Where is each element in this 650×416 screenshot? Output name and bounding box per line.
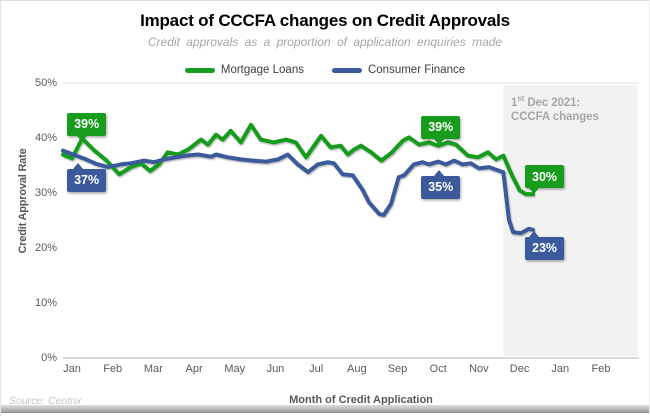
legend-item-consumer-finance: Consumer Finance	[331, 64, 466, 76]
callout-pointer-icon	[529, 230, 540, 237]
data-label-consumer-finance: 35%	[421, 169, 461, 199]
data-label-mortgage-loans: 39%	[421, 115, 461, 145]
data-label-mortgage-loans: 30%	[525, 165, 565, 195]
x-tick-label: Apr2021	[185, 363, 203, 375]
x-tick-label: Jan2022	[551, 363, 570, 375]
window-bottom-edge	[1, 405, 649, 413]
callout-pointer-icon	[77, 135, 88, 142]
y-tick-label: 30%	[34, 186, 57, 199]
legend-label: Mortgage Loans	[220, 64, 304, 76]
mortgage-loans-line-marker-icon	[184, 67, 215, 73]
cccfa-annotation: 1st Dec 2021: CCCFA changes	[511, 92, 599, 124]
y-tick-label: 40%	[34, 131, 57, 144]
data-label-value: 23%	[532, 241, 558, 256]
y-tick-label: 50%	[34, 76, 57, 89]
data-label-value: 39%	[74, 117, 100, 132]
x-tick-label: Feb2021	[103, 363, 123, 375]
callout-pointer-icon	[434, 138, 445, 145]
annotation-line2: CCCFA changes	[511, 110, 599, 123]
callout-pointer-icon	[529, 188, 540, 195]
data-label-mortgage-loans: 39%	[67, 112, 107, 142]
x-tick-label: May2021	[224, 363, 246, 375]
cccfa-shaded-region	[503, 85, 638, 356]
mortgage-loans-line	[61, 122, 535, 197]
callout-pointer-icon	[434, 169, 445, 176]
y-tick-label: 10%	[34, 296, 57, 309]
legend: Mortgage Loans Consumer Finance	[1, 64, 649, 76]
x-tick-label: Sep2021	[387, 363, 408, 375]
annotation-line1: 1st Dec 2021:	[511, 94, 581, 109]
legend-label: Consumer Finance	[367, 64, 466, 76]
y-tick-label: 0%	[41, 351, 57, 364]
data-label-value: 30%	[532, 169, 558, 184]
callout-pointer-icon	[73, 162, 84, 169]
x-axis-title: Month of Credit Application	[289, 394, 433, 406]
x-tick-label: Jul2021	[309, 363, 324, 375]
legend-item-mortgage-loans: Mortgage Loans	[184, 64, 304, 76]
x-tick-label: Feb2022	[591, 363, 611, 375]
chart-subtitle: Credit approvals as a proportion of appl…	[147, 35, 503, 49]
x-tick-label: Jun2021	[266, 363, 285, 375]
x-tick-label: Jan2021	[63, 363, 81, 375]
source-credit: Source: Centrix	[9, 395, 82, 407]
consumer-finance-line	[61, 148, 535, 236]
data-label-value: 37%	[74, 173, 100, 188]
data-label-consumer-finance: 37%	[67, 162, 107, 192]
x-tick-label: Nov2021	[469, 363, 489, 375]
y-tick-label: 20%	[34, 241, 57, 254]
consumer-finance-line-marker-icon	[331, 67, 362, 73]
x-tick-label: Mar2021	[143, 363, 163, 375]
data-label-consumer-finance: 23%	[525, 230, 565, 260]
chart-title: Impact of CCCFA changes on Credit Approv…	[140, 11, 510, 30]
data-label-value: 35%	[428, 180, 454, 195]
data-label-value: 39%	[428, 120, 454, 135]
x-tick-label: Oct2021	[429, 363, 447, 375]
x-tick-label: Aug2021	[347, 363, 367, 375]
